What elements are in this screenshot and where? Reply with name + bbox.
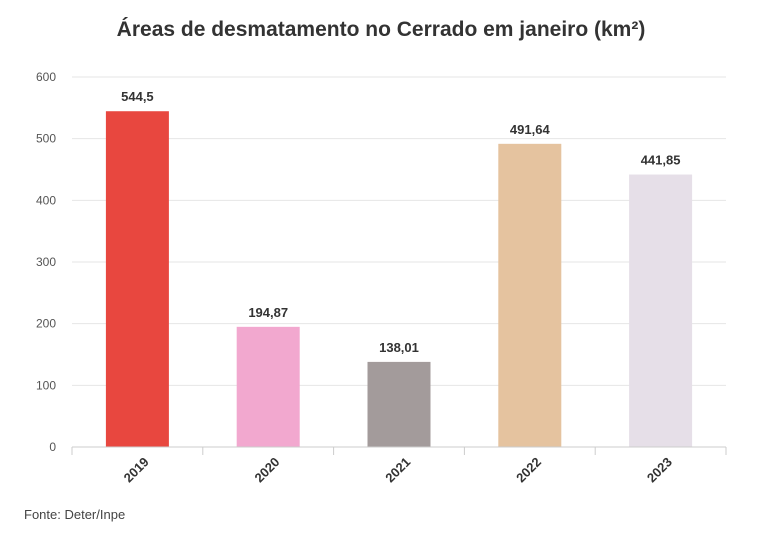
bar-2019 — [105, 111, 169, 447]
source-note: Fonte: Deter/Inpe — [24, 507, 126, 522]
bar-2021 — [367, 361, 431, 447]
y-tick-label: 200 — [36, 317, 56, 331]
chart-title: Áreas de desmatamento no Cerrado em jane… — [116, 18, 646, 41]
data-label: 491,64 — [510, 122, 551, 137]
data-label: 544,5 — [121, 89, 154, 104]
bar-2023 — [629, 174, 693, 448]
data-label: 194,87 — [248, 305, 288, 320]
y-tick-label: 600 — [36, 70, 56, 84]
y-tick-label: 0 — [49, 440, 56, 454]
y-axis-ticks: 0 100 200 300 400 500 600 — [36, 70, 56, 454]
y-tick-label: 100 — [36, 378, 56, 392]
data-label: 138,01 — [379, 340, 419, 355]
x-tick-label: 2021 — [382, 454, 413, 485]
x-tick-label: 2022 — [513, 454, 544, 485]
x-tick-label: 2020 — [251, 454, 282, 485]
bars: 544,5 194,87 138,01 491,64 441,85 — [105, 89, 693, 448]
y-tick-label: 400 — [36, 193, 56, 207]
x-tick-label: 2023 — [644, 454, 675, 485]
x-tick-label: 2019 — [121, 454, 152, 485]
y-tick-label: 300 — [36, 255, 56, 269]
x-axis: 2019 2020 2021 2022 2023 — [71, 446, 727, 485]
bar-2020 — [236, 326, 300, 447]
data-label: 441,85 — [641, 153, 681, 168]
y-tick-label: 500 — [36, 132, 56, 146]
bar-2022 — [498, 143, 562, 447]
